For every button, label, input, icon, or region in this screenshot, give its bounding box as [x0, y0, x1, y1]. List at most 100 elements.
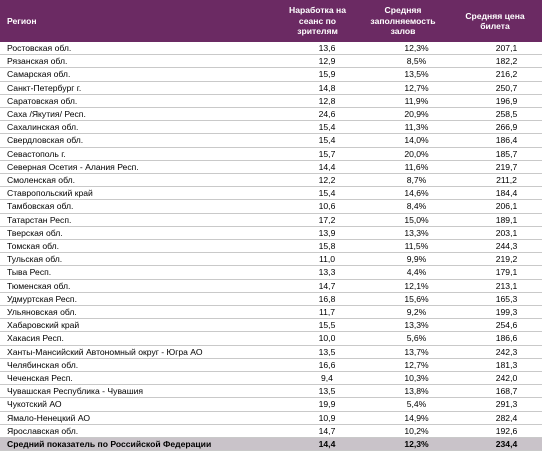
- table-row: Тамбовская обл. 10,6 8,4% 206,1: [0, 199, 542, 214]
- region-cell: Удмуртская Респ.: [0, 292, 277, 307]
- sessions-cell: 12,8: [277, 94, 358, 109]
- region-cell: Чеченская Респ.: [0, 371, 277, 386]
- table-row: Тверская обл. 13,9 13,3% 203,1: [0, 226, 542, 241]
- table-row: Саратовская обл. 12,8 11,9% 196,9: [0, 94, 542, 109]
- occupancy-cell: 20,9%: [358, 107, 448, 122]
- occupancy-cell: 12,7%: [358, 358, 448, 373]
- sessions-cell: 11,7: [277, 305, 358, 320]
- occupancy-cell: 12,1%: [358, 279, 448, 293]
- sessions-cell: 12,2: [277, 173, 358, 188]
- sessions-cell: 10,6: [277, 199, 358, 214]
- region-cell: Свердловская обл.: [0, 133, 277, 148]
- ticket-price-cell: 165,3: [448, 292, 542, 307]
- occupancy-cell: 4,4%: [358, 265, 448, 280]
- header-region: Регион: [0, 0, 277, 42]
- table-row: Ямало-Ненецкий АО 10,9 14,9% 282,4: [0, 411, 542, 425]
- table-row: Тыва Респ. 13,3 4,4% 179,1: [0, 265, 542, 280]
- ticket-price-cell: 184,4: [448, 186, 542, 201]
- occupancy-cell: 10,3%: [358, 371, 448, 386]
- region-cell: Тюменская обл.: [0, 279, 277, 293]
- ticket-price-cell: 196,9: [448, 94, 542, 109]
- table-row: Тюменская обл. 14,7 12,1% 213,1: [0, 279, 542, 293]
- table-body: Ростовская обл. 13,6 12,3% 207,1 Рязанская о…: [0, 42, 542, 451]
- occupancy-cell: 5,4%: [358, 397, 448, 412]
- occupancy-cell: 11,3%: [358, 120, 448, 135]
- sessions-cell: 15,4: [277, 120, 358, 135]
- sessions-cell: 14,7: [277, 279, 358, 293]
- sessions-cell: 10,9: [277, 411, 358, 425]
- ticket-price-cell: 282,4: [448, 411, 542, 425]
- ticket-price-cell: 250,7: [448, 81, 542, 95]
- ticket-price-cell: 192,6: [448, 424, 542, 439]
- table-row: Томская обл. 15,8 11,5% 244,3: [0, 239, 542, 254]
- region-cell: Тыва Респ.: [0, 265, 277, 280]
- header-ticket-price: Средняя цена билета: [448, 0, 542, 42]
- occupancy-cell: 10,2%: [358, 424, 448, 439]
- sessions-cell: 13,3: [277, 265, 358, 280]
- region-cell: Смоленская обл.: [0, 173, 277, 188]
- sessions-cell: 13,5: [277, 384, 358, 399]
- region-cell: Тульская обл.: [0, 252, 277, 267]
- occupancy-cell: 13,5%: [358, 67, 448, 82]
- region-cell: Сахалинская обл.: [0, 120, 277, 135]
- sessions-cell: 15,8: [277, 239, 358, 254]
- sessions-cell: 16,6: [277, 358, 358, 373]
- sessions-cell: 24,6: [277, 107, 358, 122]
- ticket-price-cell: 291,3: [448, 397, 542, 412]
- region-cell: Хабаровский край: [0, 318, 277, 333]
- table-row: Севастополь г. 15,7 20,0% 185,7: [0, 147, 542, 161]
- table-row: Ханты-Мансийский Автономный округ - Югра…: [0, 345, 542, 359]
- table-row: Ростовская обл. 13,6 12,3% 207,1: [0, 42, 542, 56]
- ticket-price-cell: 211,2: [448, 173, 542, 188]
- sessions-cell: 15,4: [277, 133, 358, 148]
- occupancy-cell: 13,3%: [358, 318, 448, 333]
- ticket-price-cell: 219,7: [448, 160, 542, 175]
- region-cell: Татарстан Респ.: [0, 213, 277, 227]
- sessions-cell: 10,0: [277, 331, 358, 346]
- table-row: Ульяновская обл. 11,7 9,2% 199,3: [0, 305, 542, 320]
- region-cell: Ростовская обл.: [0, 42, 277, 56]
- ticket-price-cell: 179,1: [448, 265, 542, 280]
- occupancy-cell: 14,9%: [358, 411, 448, 425]
- sessions-cell: 14,8: [277, 81, 358, 95]
- occupancy-cell: 13,7%: [358, 345, 448, 359]
- occupancy-cell: 11,5%: [358, 239, 448, 254]
- sessions-cell: 15,9: [277, 67, 358, 82]
- sessions-cell: 15,5: [277, 318, 358, 333]
- total-ticket-price-cell: 234,4: [448, 437, 542, 451]
- sessions-cell: 16,8: [277, 292, 358, 307]
- sessions-cell: 13,9: [277, 226, 358, 241]
- occupancy-cell: 14,6%: [358, 186, 448, 201]
- region-cell: Ульяновская обл.: [0, 305, 277, 320]
- sessions-cell: 13,5: [277, 345, 358, 359]
- region-cell: Ямало-Ненецкий АО: [0, 411, 277, 425]
- table-row: Чеченская Респ. 9,4 10,3% 242,0: [0, 371, 542, 386]
- ticket-price-cell: 258,5: [448, 107, 542, 122]
- table-row: Тульская обл. 11,0 9,9% 219,2: [0, 252, 542, 267]
- ticket-price-cell: 244,3: [448, 239, 542, 254]
- region-cell: Тамбовская обл.: [0, 199, 277, 214]
- occupancy-cell: 9,9%: [358, 252, 448, 267]
- table-row: Хакасия Респ. 10,0 5,6% 186,6: [0, 331, 542, 346]
- region-cell: Саха /Якутия/ Респ.: [0, 107, 277, 122]
- region-cell: Рязанская обл.: [0, 54, 277, 69]
- ticket-price-cell: 181,3: [448, 358, 542, 373]
- region-cell: Томская обл.: [0, 239, 277, 254]
- region-cell: Чукотский АО: [0, 397, 277, 412]
- ticket-price-cell: 186,6: [448, 331, 542, 346]
- table-row: Свердловская обл. 15,4 14,0% 186,4: [0, 133, 542, 148]
- table-row: Ярославская обл. 14,7 10,2% 192,6: [0, 424, 542, 439]
- occupancy-cell: 5,6%: [358, 331, 448, 346]
- sessions-cell: 19,9: [277, 397, 358, 412]
- occupancy-cell: 8,4%: [358, 199, 448, 214]
- ticket-price-cell: 216,2: [448, 67, 542, 82]
- ticket-price-cell: 206,1: [448, 199, 542, 214]
- sessions-cell: 15,7: [277, 147, 358, 161]
- occupancy-cell: 15,6%: [358, 292, 448, 307]
- ticket-price-cell: 266,9: [448, 120, 542, 135]
- ticket-price-cell: 203,1: [448, 226, 542, 241]
- table-row: Челябинская обл. 16,6 12,7% 181,3: [0, 358, 542, 373]
- table-row: Санкт-Петербург г. 14,8 12,7% 250,7: [0, 81, 542, 95]
- total-occupancy-cell: 12,3%: [358, 437, 448, 451]
